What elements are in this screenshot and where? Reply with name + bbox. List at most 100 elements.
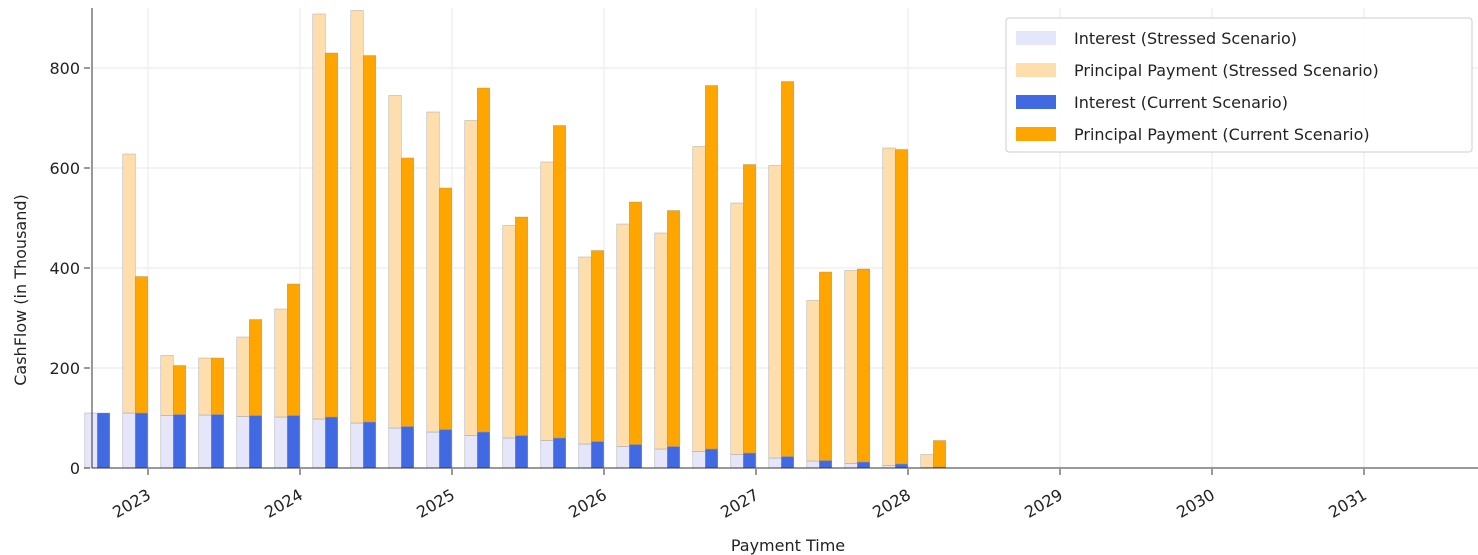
bar-interest-stressed [274,416,288,469]
x-tick-label: 2023 [109,485,154,522]
bar-interest-current [211,414,225,469]
x-tick-label: 2030 [1173,485,1218,522]
bar-interest-current [287,415,301,469]
bar-principal-current [439,187,453,430]
bar-principal-stressed [236,336,250,417]
bar-principal-stressed [502,225,516,439]
bar-principal-stressed [578,256,592,445]
bar-principal-stressed [160,355,174,416]
bar-principal-current [819,271,833,461]
bar-interest-stressed [616,446,630,469]
bar-interest-current [515,435,529,469]
bar-principal-current [363,55,377,423]
legend-swatch [1016,31,1056,45]
bar-interest-stressed [464,435,478,469]
bar-interest-current [895,463,909,469]
bar-interest-stressed [122,412,136,469]
legend-label: Interest (Stressed Scenario) [1074,29,1297,48]
bar-interest-current [705,448,719,469]
bar-principal-stressed [616,223,630,447]
legend-swatch [1016,63,1056,77]
bar-interest-stressed [540,440,554,469]
y-tick-label: 400 [49,259,80,278]
bar-interest-stressed [388,427,402,469]
y-tick-label: 800 [49,59,80,78]
y-tick-label: 0 [70,459,80,478]
legend-swatch [1016,95,1056,109]
bar-interest-stressed [844,463,858,469]
x-tick-label: 2028 [869,485,914,522]
bar-principal-stressed [388,95,402,429]
bar-principal-stressed [920,454,934,468]
bar-principal-stressed [198,357,212,416]
bar-interest-stressed [730,454,744,469]
legend-label: Interest (Current Scenario) [1074,93,1288,112]
bar-principal-stressed [768,165,782,459]
bar-principal-current [401,157,415,427]
bar-principal-stressed [654,232,668,450]
bar-principal-current [515,216,529,436]
bar-principal-current [477,87,491,433]
bar-interest-current [173,414,187,469]
bars-group [84,10,947,469]
y-tick-label: 600 [49,159,80,178]
bar-interest-current [781,456,795,469]
y-tick-labels: 0 200 400 600 800 [49,59,80,478]
legend-label: Principal Payment (Stressed Scenario) [1074,61,1379,80]
axes [84,8,1478,475]
bar-interest-current [477,431,491,469]
bar-principal-current [211,357,225,415]
bar-interest-current [363,421,377,469]
bar-principal-current [781,81,795,457]
bar-interest-current [439,429,453,469]
bar-principal-stressed [730,202,744,455]
bar-principal-current [857,268,871,463]
x-tick-label: 2027 [717,485,762,522]
bar-interest-stressed [312,418,326,469]
bar-principal-current [287,283,301,416]
bar-principal-current [933,440,947,468]
bar-interest-current [97,412,111,469]
bar-interest-stressed [692,451,706,469]
bar-principal-current [743,164,757,454]
bar-principal-current [249,319,263,416]
bar-interest-stressed [350,422,364,469]
legend: Interest (Stressed Scenario) Principal Pa… [1005,17,1473,153]
bar-interest-current [401,426,415,469]
bar-principal-stressed [312,13,326,420]
bar-principal-current [591,250,605,442]
bar-principal-current [135,276,149,414]
legend-box [1005,17,1473,153]
x-tick-label: 2025 [413,485,458,522]
bar-interest-current [325,416,339,469]
bar-principal-current [895,149,909,465]
bar-interest-stressed [806,460,820,469]
x-tick-label: 2024 [261,485,306,522]
bar-interest-stressed [768,457,782,469]
x-tick-label: 2026 [565,485,610,522]
y-axis-label: CashFlow (in Thousand) [11,194,30,386]
x-tick-label: 2031 [1325,485,1370,522]
bar-principal-stressed [350,10,364,424]
x-tick-labels: 2023 2024 2025 2026 2027 2028 2029 2030 2031 [109,485,1370,522]
bar-principal-stressed [274,308,288,418]
bar-interest-current [629,444,643,469]
bar-principal-stressed [122,153,136,414]
bar-principal-current [553,125,567,439]
bar-interest-current [857,461,871,469]
bar-interest-current [553,437,567,469]
bar-interest-stressed [426,431,440,469]
legend-label: Principal Payment (Current Scenario) [1074,125,1370,144]
bar-principal-current [173,365,187,415]
x-axis-label: Payment Time [731,536,845,555]
bar-interest-current [249,415,263,469]
bar-principal-stressed [844,270,858,464]
bar-principal-stressed [464,120,478,436]
y-tick-label: 200 [49,359,80,378]
bar-interest-current [667,446,681,469]
bar-interest-stressed [236,416,250,469]
bar-principal-stressed [540,161,554,441]
bar-principal-stressed [426,111,440,433]
bar-principal-current [325,52,339,418]
bar-interest-current [591,441,605,469]
